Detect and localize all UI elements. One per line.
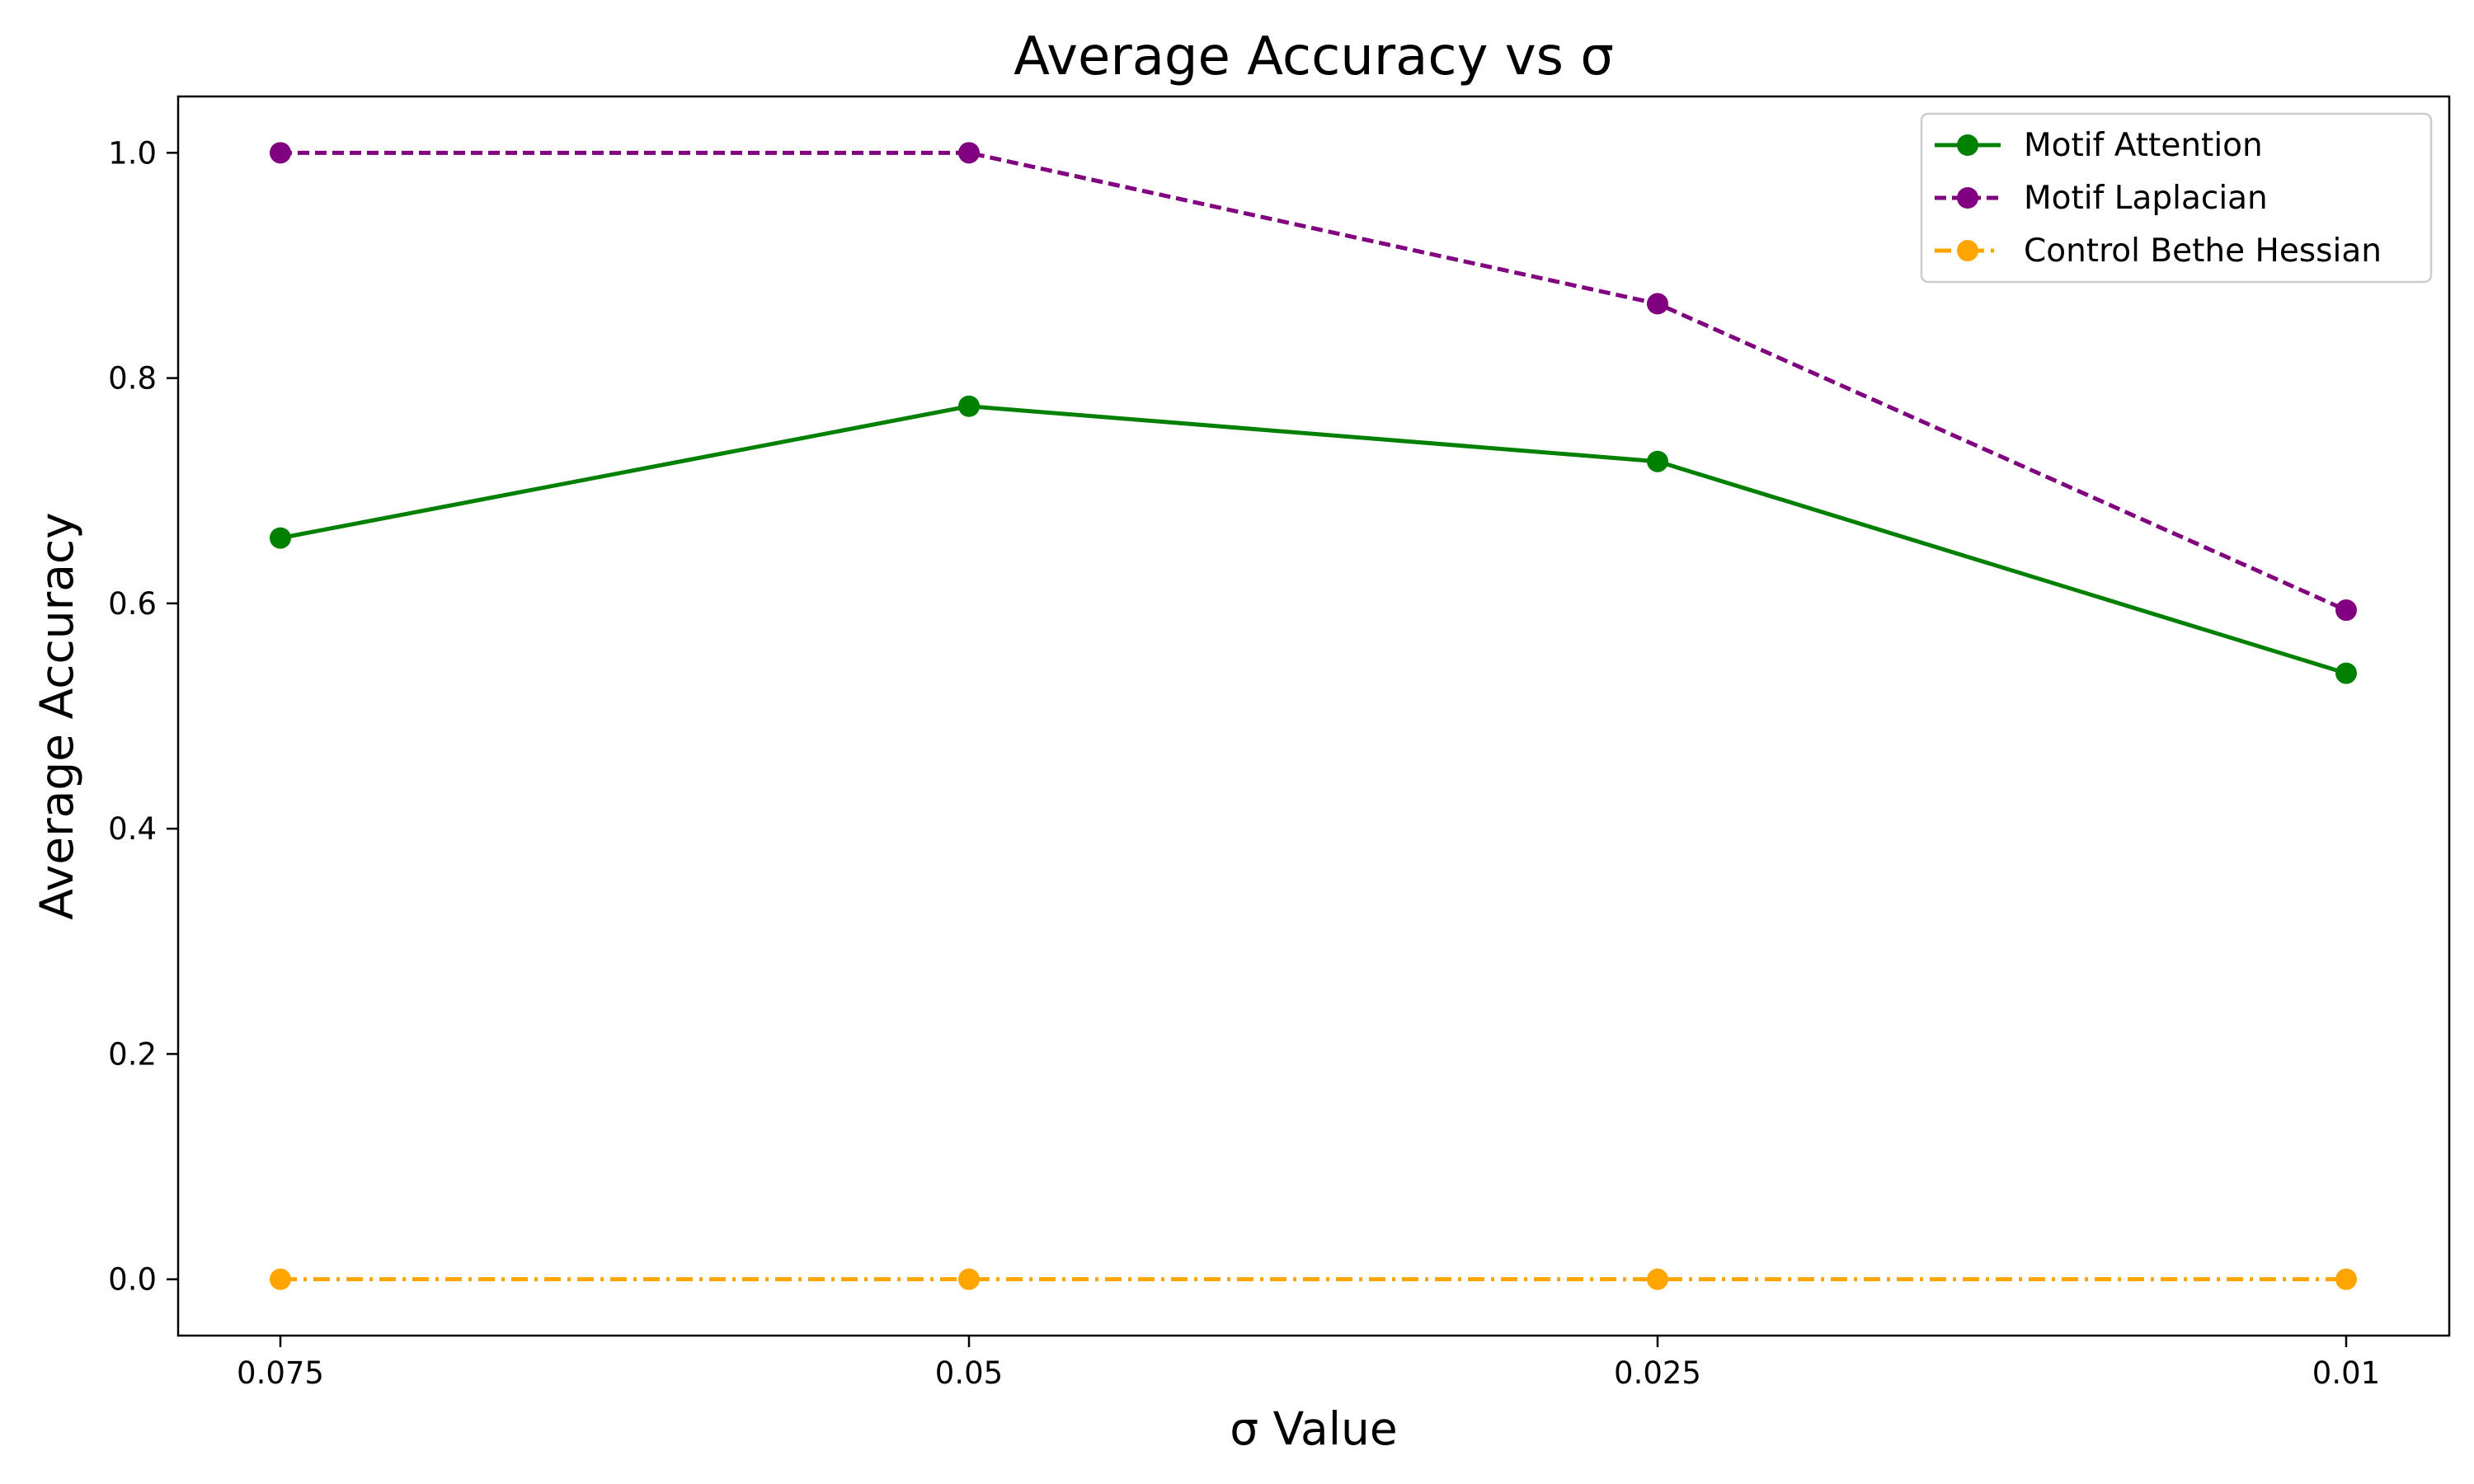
data-point <box>1647 1268 1668 1290</box>
series-motif-laplacian <box>270 142 2357 622</box>
y-tick-label: 0.6 <box>108 586 157 622</box>
series-layer <box>270 142 2357 1290</box>
x-tick-label: 0.075 <box>237 1355 324 1391</box>
legend-label: Control Bethe Hessian <box>2024 232 2382 270</box>
legend-marker <box>1957 240 1978 261</box>
y-tick-label: 1.0 <box>108 135 157 171</box>
plot-area-frame <box>176 95 2451 1337</box>
legend-box <box>1920 112 2433 284</box>
x-axis-title: σ Value <box>1230 1402 1397 1455</box>
data-point <box>958 142 980 164</box>
data-point <box>958 1268 980 1290</box>
x-tick-label: 0.025 <box>1614 1355 1701 1391</box>
data-point <box>958 395 980 417</box>
legend-marker <box>1957 134 1978 156</box>
series-line <box>280 150 2348 613</box>
legend-marker <box>1957 187 1978 209</box>
x-tick-label: 0.05 <box>935 1355 1003 1391</box>
series-control-bethe-hessian <box>270 1268 2357 1290</box>
data-point <box>2335 599 2357 622</box>
legend-entry: Control Bethe Hessian <box>1935 232 2382 270</box>
series-line <box>280 404 2347 675</box>
y-tick-label: 0.8 <box>108 361 157 397</box>
y-tick-label: 0.2 <box>108 1036 157 1072</box>
data-point <box>1647 450 1668 472</box>
legend: Motif Attention Motif Laplacian Control Be… <box>1920 112 2433 284</box>
data-point <box>2335 662 2357 684</box>
chart-title: Average Accuracy vs σ <box>1014 26 1614 87</box>
axis-ticks: 0.0 0.2 0.4 0.6 0.8 1.0 0.075 0.05 0.025 0.01 <box>108 135 2380 1391</box>
legend-entry: Motif Laplacian <box>1935 180 2268 217</box>
y-tick-label: 0.0 <box>108 1262 157 1298</box>
legend-label: Motif Attention <box>2024 127 2263 164</box>
data-point <box>1647 293 1668 315</box>
y-tick-label: 0.4 <box>108 811 157 847</box>
y-axis-title: Average Accuracy <box>31 512 83 919</box>
data-point <box>270 1268 291 1290</box>
series-motif-attention <box>270 395 2357 684</box>
data-point <box>2335 1268 2357 1290</box>
legend-entry: Motif Attention <box>1935 127 2263 164</box>
data-point <box>270 527 291 549</box>
x-tick-label: 0.01 <box>2312 1355 2380 1391</box>
legend-label: Motif Laplacian <box>2024 180 2268 217</box>
data-point <box>270 142 291 164</box>
